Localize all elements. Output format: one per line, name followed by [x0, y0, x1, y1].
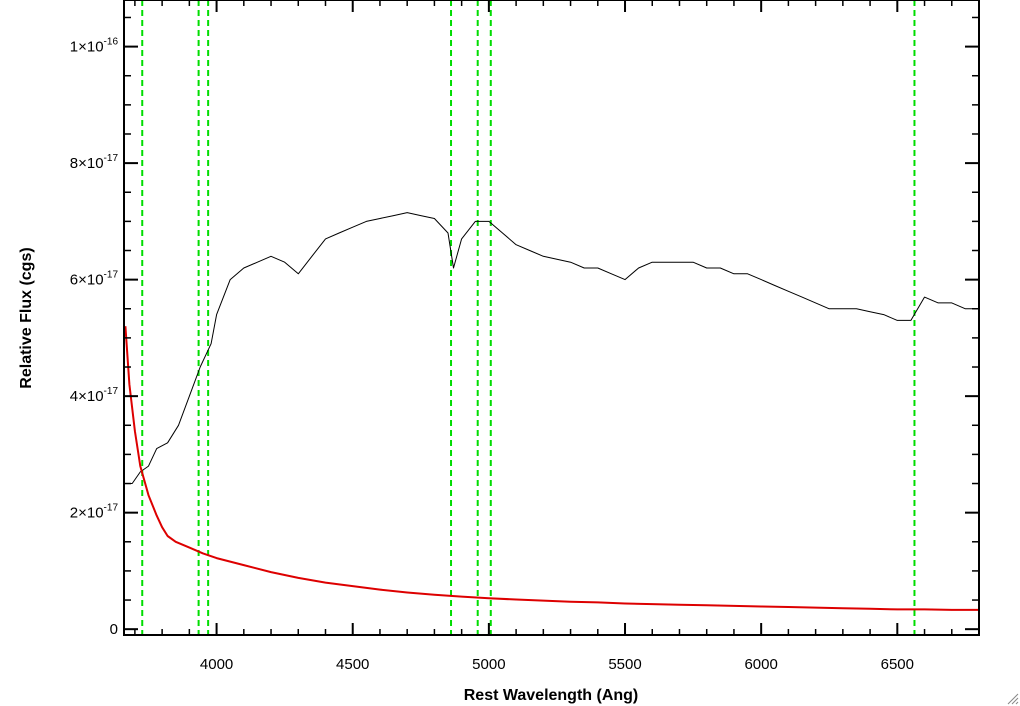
y-tick-label-2: 4×10-17: [70, 386, 119, 405]
x-tick-label-4: 6000: [744, 656, 777, 673]
spectra: [124, 212, 979, 611]
x-tick-label-1: 4500: [336, 656, 369, 673]
y-tick-label-3: 6×10-17: [70, 270, 119, 289]
y-tick-label-0: 0: [110, 621, 118, 638]
plot-frame: [123, 0, 980, 636]
y-tick-label-1: 2×10-17: [70, 503, 119, 522]
series-line-1: [124, 326, 979, 611]
x-axis-label: Rest Wavelength (Ang): [464, 687, 639, 704]
axis-ticks: 4000 4500 5000 5500 6000 6500 0 2×10-17 4×10-17 6…: [70, 0, 980, 673]
x-tick-label-5: 6500: [881, 656, 914, 673]
series-line-0: [125, 212, 979, 484]
x-tick-label-0: 4000: [200, 656, 233, 673]
y-axis-label: Relative Flux (cgs): [18, 247, 35, 388]
x-tick-label-2: 5000: [472, 656, 505, 673]
emission-line-markers: [141, 0, 916, 635]
resize-grip-icon[interactable]: [1007, 693, 1019, 705]
y-tick-label-5: 1×10-16: [70, 37, 119, 56]
x-tick-label-3: 5500: [608, 656, 641, 673]
y-tick-label-4: 8×10-17: [70, 153, 119, 172]
